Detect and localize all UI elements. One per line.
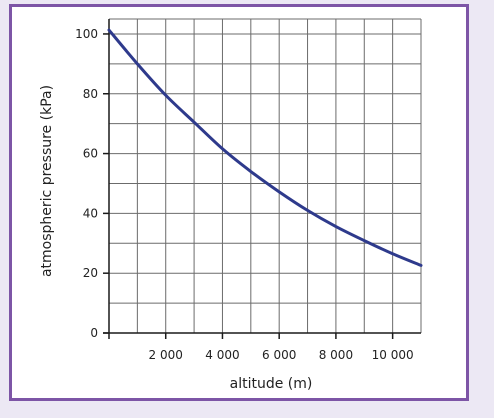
x-tick-label: 10 000 [372, 348, 414, 362]
y-tick-label: 100 [75, 27, 98, 41]
y-tick-label: 60 [83, 147, 98, 161]
tick-labels: 0 20 40 60 80 100 2 000 4 000 6 000 8 000 10 000 [75, 27, 414, 362]
grid [109, 18, 422, 333]
axes [103, 19, 421, 339]
x-tick-label: 8 000 [319, 348, 353, 362]
y-tick-label: 40 [83, 206, 98, 220]
x-tick-label: 6 000 [262, 348, 296, 362]
x-tick-label: 4 000 [205, 348, 239, 362]
series-line-pressure [107, 28, 423, 267]
series-layer [107, 28, 423, 267]
y-tick-label: 0 [90, 326, 98, 340]
x-axis-label: altitude (m) [230, 376, 313, 392]
x-tick-label: 2 000 [149, 348, 183, 362]
y-tick-label: 20 [83, 266, 98, 280]
y-tick-label: 80 [83, 87, 98, 101]
y-axis-label: atmospheric pressure (kPa) [39, 85, 55, 277]
